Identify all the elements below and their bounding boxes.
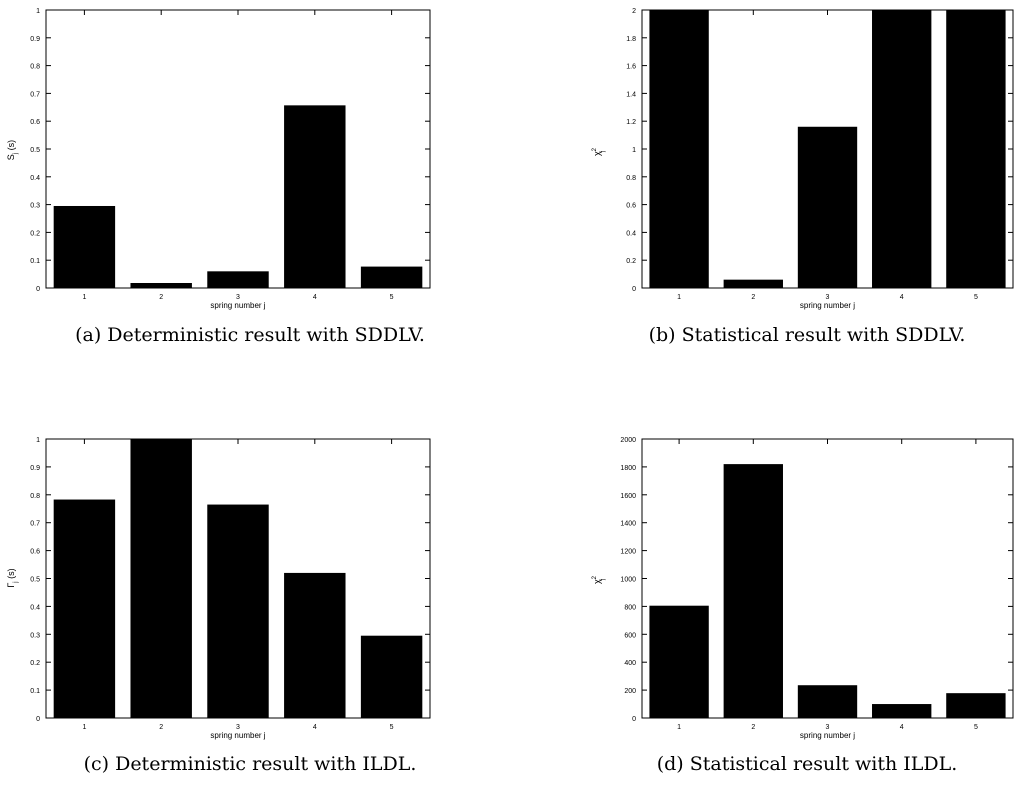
y-axis-label: Sj (s) — [6, 140, 19, 160]
caption-c: (c) Deterministic result with ILDL. — [83, 753, 417, 775]
x-axis-label: spring number j — [210, 731, 265, 740]
y-tick-label: 1.6 — [626, 64, 636, 71]
bar-1 — [649, 605, 709, 718]
x-tick-label: 3 — [236, 294, 240, 301]
y-tick-label: 0 — [632, 286, 636, 293]
bar-1 — [53, 499, 116, 718]
y-tick-label: 800 — [624, 604, 636, 611]
y-tick-label: 0.5 — [30, 577, 40, 584]
y-tick-label: 1.8 — [626, 36, 636, 43]
x-tick-label: 1 — [82, 294, 86, 301]
y-tick-label: 0.1 — [30, 258, 40, 265]
y-tick-label: 1000 — [620, 577, 636, 584]
bar-3 — [207, 271, 269, 288]
x-tick-label: 3 — [826, 724, 830, 731]
y-tick-label: 0.5 — [30, 147, 40, 154]
y-tick-label: 0.8 — [30, 493, 40, 500]
x-tick-label: 4 — [900, 724, 904, 731]
y-tick-label: 1.4 — [626, 91, 636, 98]
x-tick-label: 5 — [974, 724, 978, 731]
x-tick-label: 2 — [751, 294, 755, 301]
x-tick-label: 2 — [159, 724, 163, 731]
y-tick-label: 1600 — [620, 493, 636, 500]
y-tick-label: 1200 — [620, 549, 636, 556]
bar-3 — [797, 126, 858, 288]
bar-2 — [130, 439, 192, 718]
x-axis-label: spring number j — [210, 301, 265, 310]
x-tick-label: 1 — [677, 724, 681, 731]
y-tick-label: 1.2 — [626, 119, 636, 126]
y-tick-label: 0.7 — [30, 521, 40, 528]
x-tick-label: 4 — [313, 724, 317, 731]
caption-b: (b) Statistical result with SDDLV. — [648, 324, 966, 346]
x-tick-label: 3 — [236, 724, 240, 731]
bar-3 — [797, 685, 858, 718]
y-tick-label: 0.9 — [30, 465, 40, 472]
bar-2 — [723, 464, 783, 718]
y-tick-label: 0.2 — [30, 230, 40, 237]
y-tick-label: 0.8 — [30, 64, 40, 71]
y-tick-label: 0.6 — [30, 549, 40, 556]
y-tick-label: 0.3 — [30, 203, 40, 210]
x-tick-label: 2 — [751, 724, 755, 731]
y-tick-label: 2 — [632, 8, 636, 15]
x-tick-label: 2 — [159, 294, 163, 301]
y-tick-label: 0 — [632, 716, 636, 723]
y-tick-label: 0.4 — [30, 604, 40, 611]
y-tick-label: 0.3 — [30, 632, 40, 639]
y-tick-label: 1 — [36, 437, 40, 444]
y-tick-label: 0 — [36, 286, 40, 293]
x-tick-label: 4 — [900, 294, 904, 301]
y-tick-label: 0 — [36, 716, 40, 723]
bar-5 — [360, 266, 423, 288]
bar-1 — [649, 10, 709, 288]
x-tick-label: 1 — [677, 294, 681, 301]
bar-4 — [284, 105, 346, 288]
bar-4 — [284, 572, 346, 718]
y-tick-label: 0.2 — [30, 660, 40, 667]
y-tick-label: 0.6 — [30, 119, 40, 126]
y-tick-label: 0.8 — [626, 175, 636, 182]
x-tick-label: 5 — [390, 724, 394, 731]
x-axis-label: spring number j — [800, 731, 855, 740]
x-axis-label: spring number j — [800, 301, 855, 310]
bar-5 — [946, 10, 1006, 288]
x-tick-label: 1 — [82, 724, 86, 731]
x-tick-label: 4 — [313, 294, 317, 301]
x-tick-label: 5 — [974, 294, 978, 301]
y-tick-label: 1 — [632, 147, 636, 154]
x-tick-label: 3 — [826, 294, 830, 301]
y-tick-label: 400 — [624, 660, 636, 667]
y-tick-label: 1 — [36, 8, 40, 15]
bar-4 — [872, 704, 932, 718]
y-tick-label: 0.4 — [30, 175, 40, 182]
x-tick-label: 5 — [390, 294, 394, 301]
y-tick-label: 0.2 — [626, 258, 636, 265]
y-axis-label: χ2 j — [592, 575, 606, 584]
y-tick-label: 0.7 — [30, 91, 40, 98]
bar-3 — [207, 504, 269, 718]
y-tick-label: 0.1 — [30, 688, 40, 695]
bar-1 — [53, 205, 116, 288]
caption-a: (a) Deterministic result with SDDLV. — [75, 324, 425, 346]
y-tick-label: 0.4 — [626, 230, 636, 237]
y-tick-label: 2000 — [620, 437, 636, 444]
y-axis-label: χ2 j — [592, 147, 606, 156]
bar-5 — [360, 635, 423, 718]
y-tick-label: 0.6 — [626, 203, 636, 210]
caption-d: (d) Statistical result with ILDL. — [656, 753, 958, 775]
y-tick-label: 1400 — [620, 521, 636, 528]
y-tick-label: 1800 — [620, 465, 636, 472]
y-tick-label: 600 — [624, 632, 636, 639]
bar-4 — [872, 10, 932, 288]
y-tick-label: 0.9 — [30, 36, 40, 43]
y-axis-label: Γj (s) — [6, 568, 19, 587]
y-tick-label: 200 — [624, 688, 636, 695]
